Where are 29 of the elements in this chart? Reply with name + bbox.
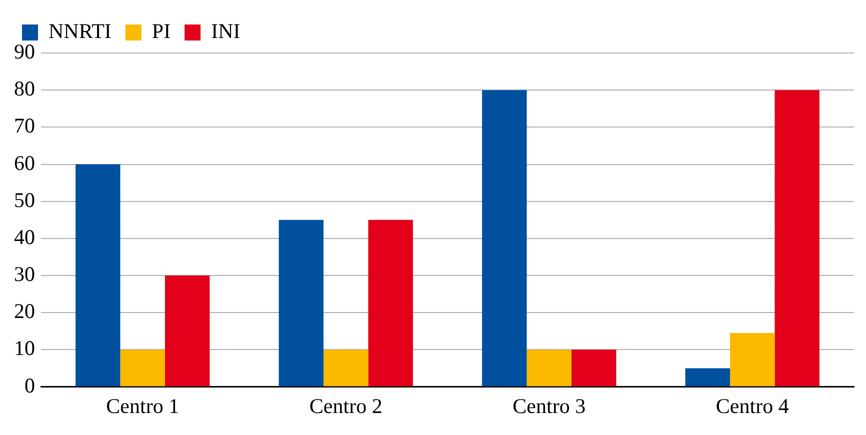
y-tick-label: 0	[24, 373, 35, 398]
x-tick-label: Centro 1	[106, 394, 180, 418]
y-tick-label: 20	[14, 299, 35, 324]
bar	[730, 333, 775, 386]
y-tick-label: 60	[14, 150, 35, 175]
x-tick-label: Centro 3	[512, 394, 586, 418]
y-tick-label: 30	[14, 262, 35, 286]
bar	[526, 350, 572, 386]
bar	[324, 350, 368, 386]
bar	[482, 90, 527, 386]
legend-label: PI	[152, 19, 171, 44]
bar	[685, 368, 730, 386]
y-tick-label: 80	[14, 76, 35, 101]
bar	[164, 276, 210, 386]
y-tick-label: 40	[14, 224, 35, 249]
x-tick-label: Centro 4	[716, 394, 790, 418]
y-tick-label: 10	[14, 336, 35, 360]
bar	[120, 350, 165, 386]
bar	[774, 90, 820, 386]
bar	[368, 220, 413, 386]
bar	[76, 164, 120, 386]
bar	[571, 350, 616, 386]
y-tick-label: 70	[14, 114, 35, 138]
x-tick-label: Centro 2	[309, 394, 382, 418]
bar	[278, 220, 324, 386]
y-tick-label: 50	[14, 188, 35, 212]
y-tick-label: 90	[14, 40, 35, 64]
legend-label: INI	[211, 19, 240, 44]
legend-label: NNRTI	[48, 19, 112, 44]
